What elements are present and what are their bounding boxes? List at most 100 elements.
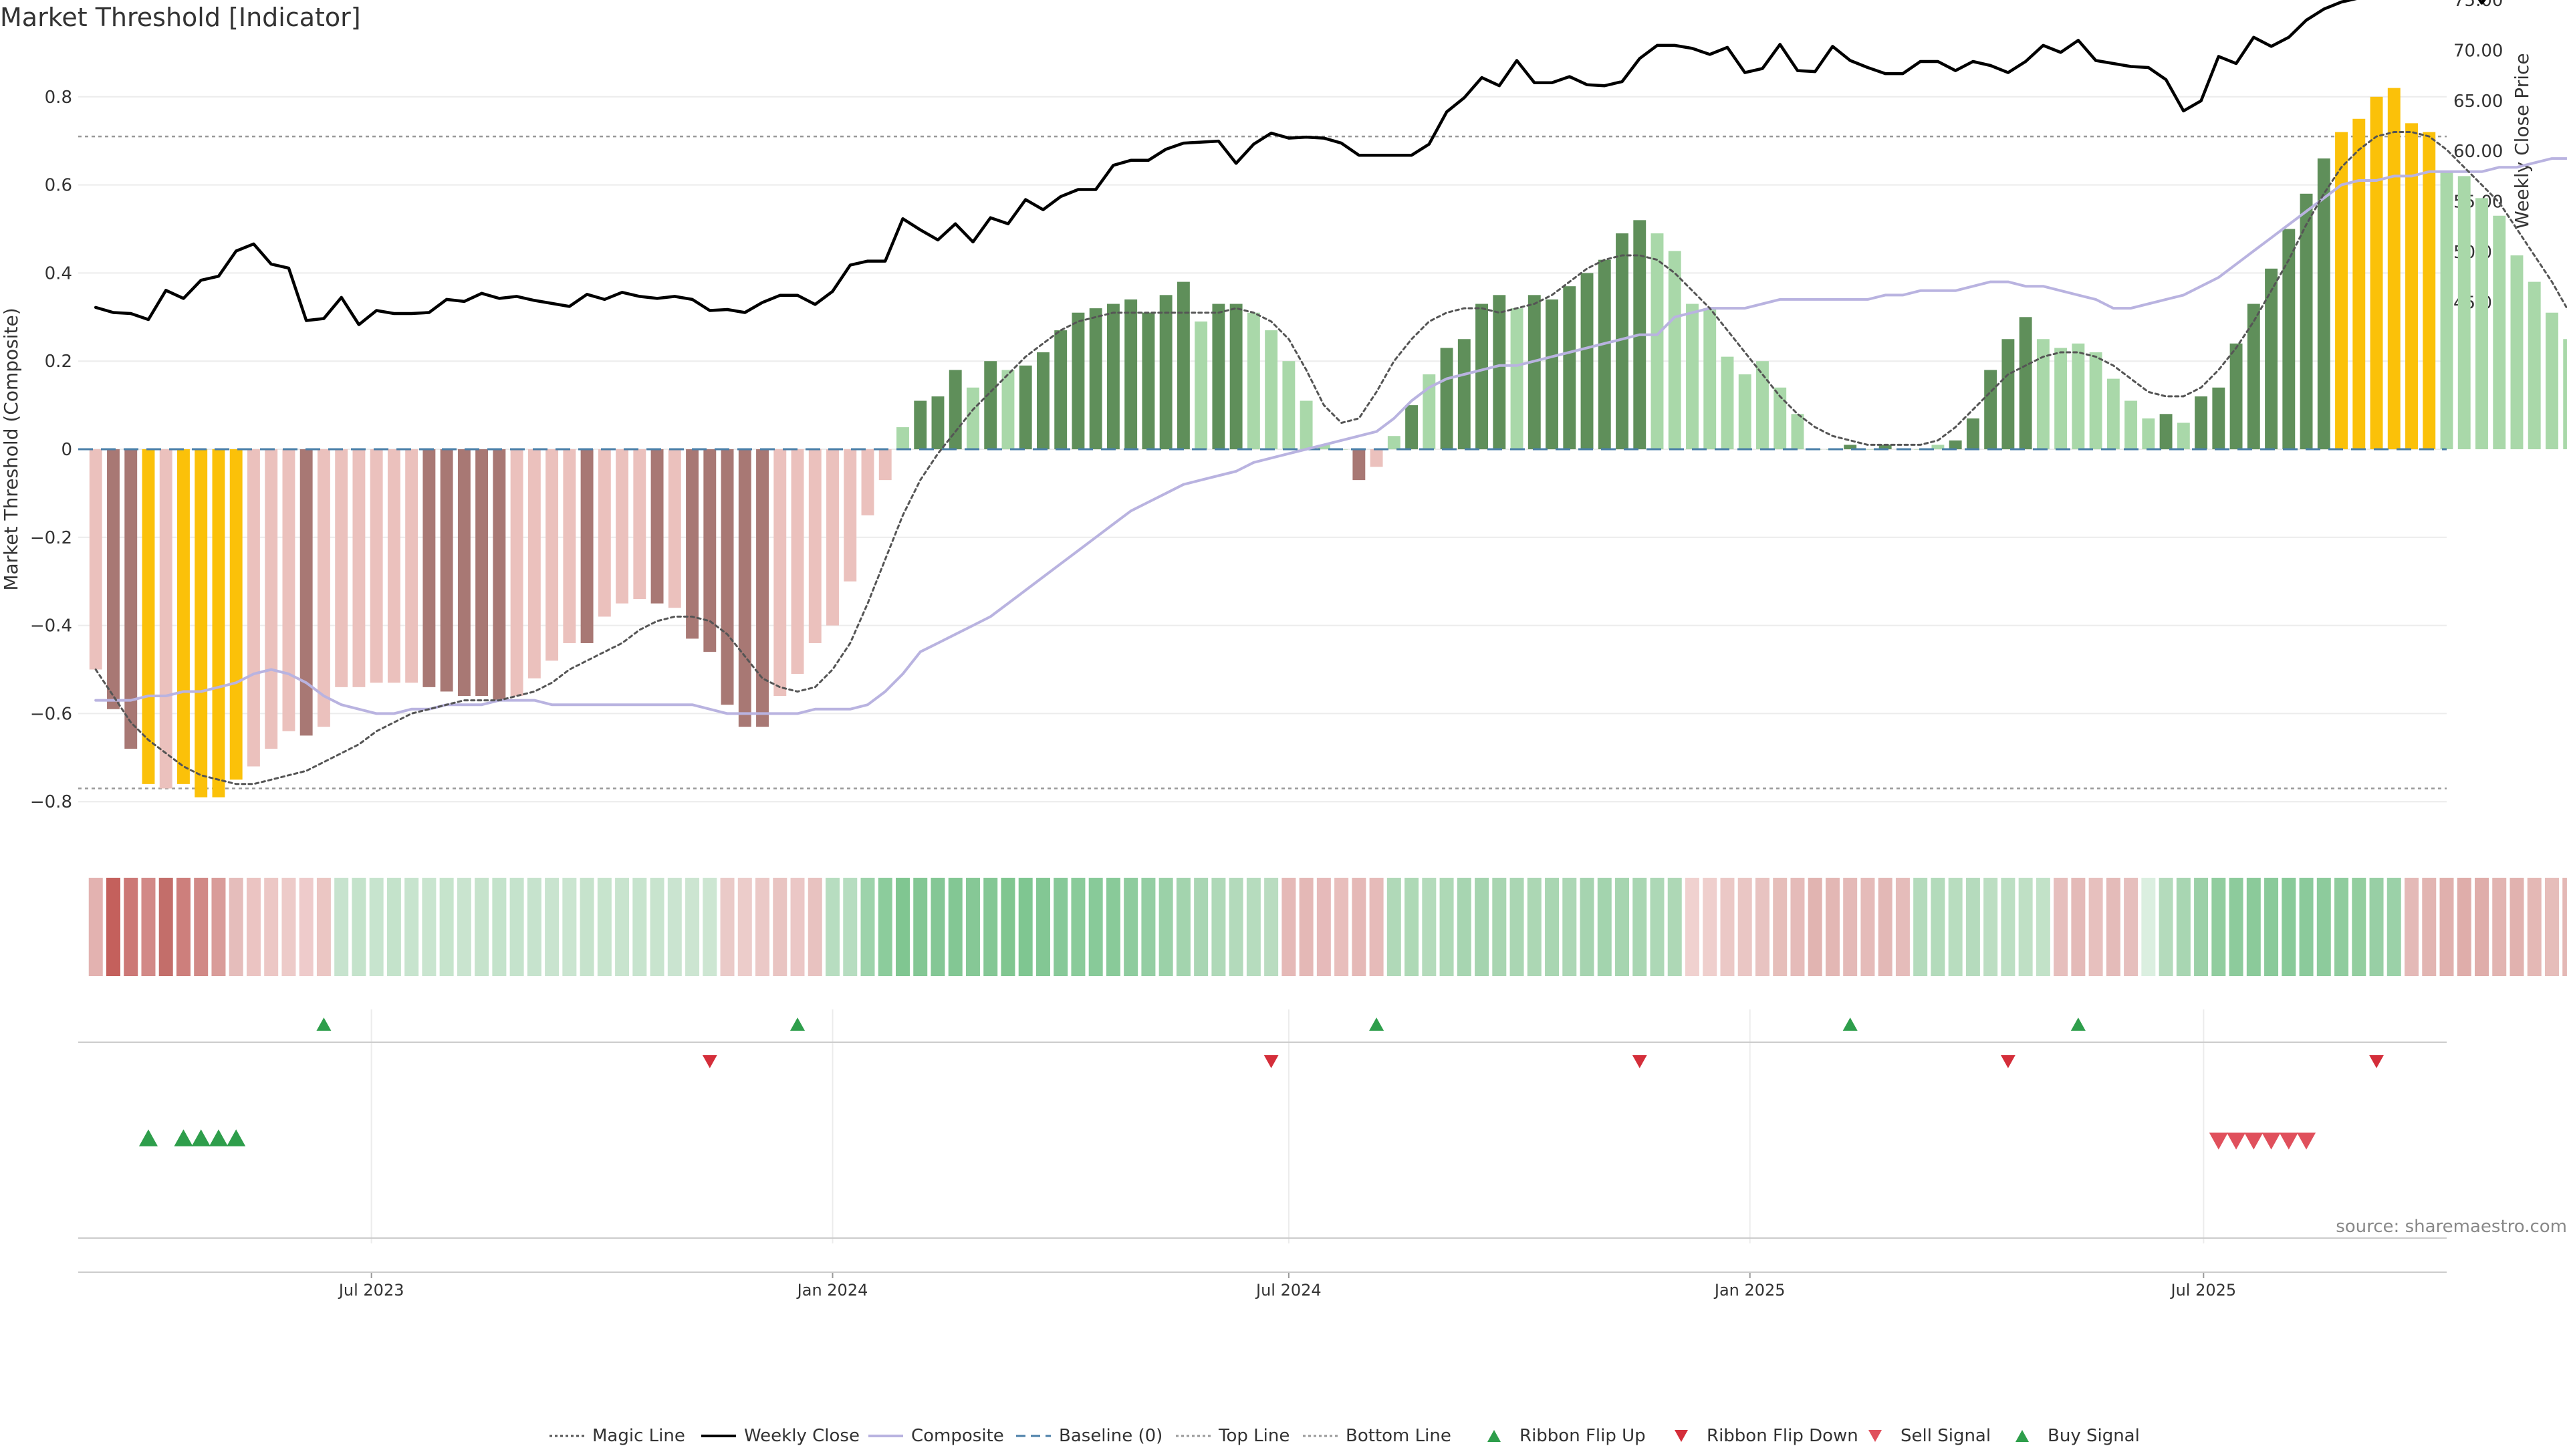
threshold-bar bbox=[2001, 339, 2015, 449]
ribbon-cell bbox=[808, 878, 822, 976]
ribbon-cell bbox=[1299, 878, 1314, 976]
threshold-bar bbox=[1721, 356, 1734, 449]
ribbon-cell bbox=[1755, 878, 1769, 976]
threshold-bar bbox=[2124, 400, 2138, 449]
threshold-bar bbox=[89, 449, 102, 670]
threshold-bar bbox=[457, 449, 471, 697]
ribbon-cell bbox=[703, 878, 717, 976]
ribbon-cell bbox=[737, 878, 752, 976]
threshold-bar bbox=[1124, 299, 1138, 449]
threshold-bar bbox=[1195, 321, 1208, 449]
sell-signal-marker bbox=[2297, 1132, 2316, 1150]
x-tick-label: Jul 2024 bbox=[1255, 1281, 1322, 1300]
ribbon-cell bbox=[2194, 878, 2209, 976]
triangle-down-icon bbox=[1868, 1430, 1882, 1442]
threshold-bar bbox=[1527, 295, 1541, 449]
ribbon-cell bbox=[1194, 878, 1209, 976]
x-tick-label: Jan 2024 bbox=[796, 1281, 868, 1300]
buy-signal-marker bbox=[191, 1129, 211, 1146]
ribbon-cell bbox=[755, 878, 770, 976]
ribbon-cell bbox=[1527, 878, 1542, 976]
ribbon-cell bbox=[545, 878, 560, 976]
threshold-bar bbox=[1949, 440, 1962, 449]
threshold-bar bbox=[1265, 330, 1278, 449]
threshold-bar bbox=[1247, 312, 1260, 449]
ribbon-cell bbox=[1790, 878, 1805, 976]
threshold-bar bbox=[2457, 176, 2471, 449]
legend-label: Ribbon Flip Down bbox=[1707, 1426, 1858, 1446]
threshold-bar bbox=[352, 449, 366, 687]
ribbon-cell bbox=[948, 878, 963, 976]
threshold-bar bbox=[931, 396, 945, 449]
sell-signal-marker bbox=[2279, 1132, 2298, 1150]
threshold-bar bbox=[493, 449, 506, 701]
ribbon-cell bbox=[475, 878, 489, 976]
threshold-bar bbox=[1282, 361, 1296, 449]
threshold-bar bbox=[2405, 123, 2418, 449]
y-right-axis-label: Weekly Close Price bbox=[2511, 53, 2533, 229]
ribbon-cell bbox=[1386, 878, 1401, 976]
ribbon-cell bbox=[878, 878, 892, 976]
legend-item-top: Top Line bbox=[1175, 1416, 1290, 1456]
threshold-bar bbox=[1300, 400, 1313, 449]
threshold-bar bbox=[598, 449, 611, 617]
ribbon-cell bbox=[2106, 878, 2120, 976]
sell-signal-marker bbox=[2244, 1132, 2264, 1150]
threshold-bar bbox=[1387, 436, 1400, 449]
legend-item-ribbon-down: Ribbon Flip Down bbox=[1663, 1416, 1858, 1456]
threshold-bar bbox=[2528, 281, 2541, 449]
ribbon-cell bbox=[1229, 878, 1243, 976]
legend-label: Baseline (0) bbox=[1059, 1426, 1163, 1446]
threshold-bar bbox=[563, 449, 576, 643]
ribbon-cell bbox=[1176, 878, 1191, 976]
ribbon-cell bbox=[2054, 878, 2068, 976]
threshold-bar bbox=[212, 449, 225, 798]
threshold-bar bbox=[967, 387, 979, 449]
y-right-tick-label: 75.00 bbox=[2453, 0, 2503, 11]
y-left-axis-label: Market Threshold (Composite) bbox=[0, 308, 22, 590]
ribbon-cell bbox=[965, 878, 980, 976]
sell-signal-marker bbox=[2209, 1132, 2228, 1150]
ribbon-cell bbox=[422, 878, 437, 976]
threshold-bar bbox=[1405, 405, 1419, 449]
ribbon-cell bbox=[2387, 878, 2401, 976]
ribbon-flip-up-marker bbox=[2070, 1017, 2086, 1031]
threshold-bar bbox=[1738, 374, 1751, 449]
ribbon-cell bbox=[1054, 878, 1068, 976]
threshold-bar bbox=[686, 449, 699, 639]
threshold-bar bbox=[2247, 304, 2260, 449]
ribbon-cell bbox=[1071, 878, 1086, 976]
threshold-bar bbox=[2054, 348, 2068, 449]
threshold-bar bbox=[545, 449, 559, 661]
legend-label: Top Line bbox=[1219, 1426, 1290, 1446]
ribbon-cell bbox=[2159, 878, 2173, 976]
x-tick-label: Jan 2025 bbox=[1713, 1281, 1786, 1300]
ribbon-cell bbox=[1843, 878, 1858, 976]
threshold-bar bbox=[1089, 308, 1102, 449]
ribbon-cell bbox=[1124, 878, 1138, 976]
ribbon-cell bbox=[439, 878, 454, 976]
threshold-bar bbox=[650, 449, 664, 604]
threshold-bar bbox=[2300, 193, 2313, 449]
ribbon-cell bbox=[264, 878, 279, 976]
threshold-bar bbox=[1106, 304, 1120, 449]
ribbon-cell bbox=[632, 878, 647, 976]
threshold-bar bbox=[2423, 132, 2436, 449]
ribbon-cell bbox=[492, 878, 507, 976]
ribbon-flip-down-marker bbox=[702, 1055, 717, 1068]
legend-item-baseline: Baseline (0) bbox=[1015, 1416, 1163, 1456]
threshold-bar bbox=[1072, 312, 1085, 449]
buy-signal-marker bbox=[174, 1129, 193, 1146]
solid-line-icon bbox=[868, 1435, 903, 1437]
ribbon-cell bbox=[106, 878, 120, 976]
ribbon-cell bbox=[2282, 878, 2296, 976]
ribbon-cell bbox=[2124, 878, 2138, 976]
threshold-bar bbox=[1580, 273, 1594, 449]
threshold-bar bbox=[2546, 312, 2558, 449]
threshold-bar bbox=[2440, 171, 2453, 449]
threshold-bar bbox=[440, 449, 453, 692]
y-right-tick-label: 60.00 bbox=[2453, 142, 2503, 162]
legend-item-composite: Composite bbox=[867, 1416, 1004, 1456]
ribbon-cell bbox=[1509, 878, 1524, 976]
